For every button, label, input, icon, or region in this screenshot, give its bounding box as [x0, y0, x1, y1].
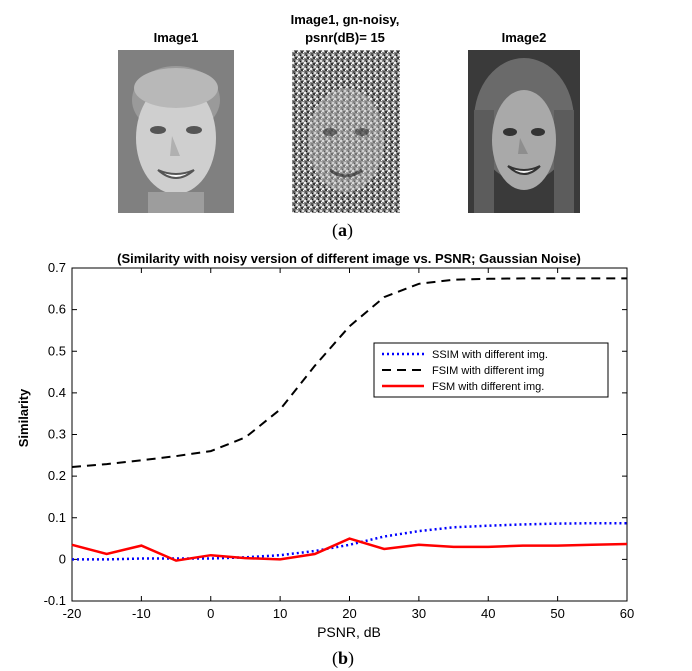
legend-entry: FSIM with different img	[432, 365, 544, 377]
face-image-1	[118, 50, 234, 213]
y-tick-label: 0	[59, 551, 66, 566]
series-line-solid	[71, 537, 628, 562]
y-tick-label: 0.3	[48, 427, 66, 442]
y-tick-label: 0.2	[48, 468, 66, 483]
noisy-face-image	[292, 50, 400, 213]
x-tick-label: -10	[132, 606, 151, 621]
x-tick-label: 0	[207, 606, 214, 621]
x-tick-label: -20	[63, 606, 82, 621]
y-tick-label: 0.6	[48, 302, 66, 317]
legend-entry: SSIM with different img.	[432, 349, 548, 361]
x-tick-label: 50	[550, 606, 564, 621]
series-line-dotted	[72, 521, 627, 561]
noisy-image-title-line1: Image1, gn-noisy,	[290, 12, 400, 27]
y-axis-label: Similarity	[16, 388, 31, 447]
x-tick-label: 40	[481, 606, 495, 621]
plot-area: -20 -10 0 10 20 30 40 50 60 -0.1 0 0.1 0.2 0.3 0.4 0.5 0…	[44, 260, 635, 621]
x-axis-label: PSNR, dB	[317, 624, 381, 640]
y-tick-label: 0.1	[48, 510, 66, 525]
legend-entry: FSM with different img.	[432, 381, 544, 393]
x-tick-label: 10	[273, 606, 287, 621]
y-tick-label: 0.5	[48, 343, 66, 358]
x-tick-label: 20	[342, 606, 356, 621]
image1-title: Image1	[153, 30, 199, 45]
panel-a-caption: (a)	[332, 220, 353, 240]
similarity-vs-psnr-chart: (Similarity with noisy version of differ…	[16, 251, 635, 640]
y-tick-label: -0.1	[44, 593, 66, 608]
x-tick-label: 60	[620, 606, 634, 621]
y-tick-label: 0.4	[48, 385, 66, 400]
x-tick-label: 30	[412, 606, 426, 621]
y-tick-label: 0.7	[48, 260, 66, 275]
series-line-dashed	[71, 277, 627, 468]
panel-b-caption: (b)	[332, 648, 355, 668]
chart-title: (Similarity with noisy version of differ…	[117, 251, 581, 266]
image2-title: Image2	[501, 30, 547, 45]
noisy-image-title-line2: psnr(dB)= 15	[305, 30, 385, 45]
face-image-2	[468, 50, 580, 213]
